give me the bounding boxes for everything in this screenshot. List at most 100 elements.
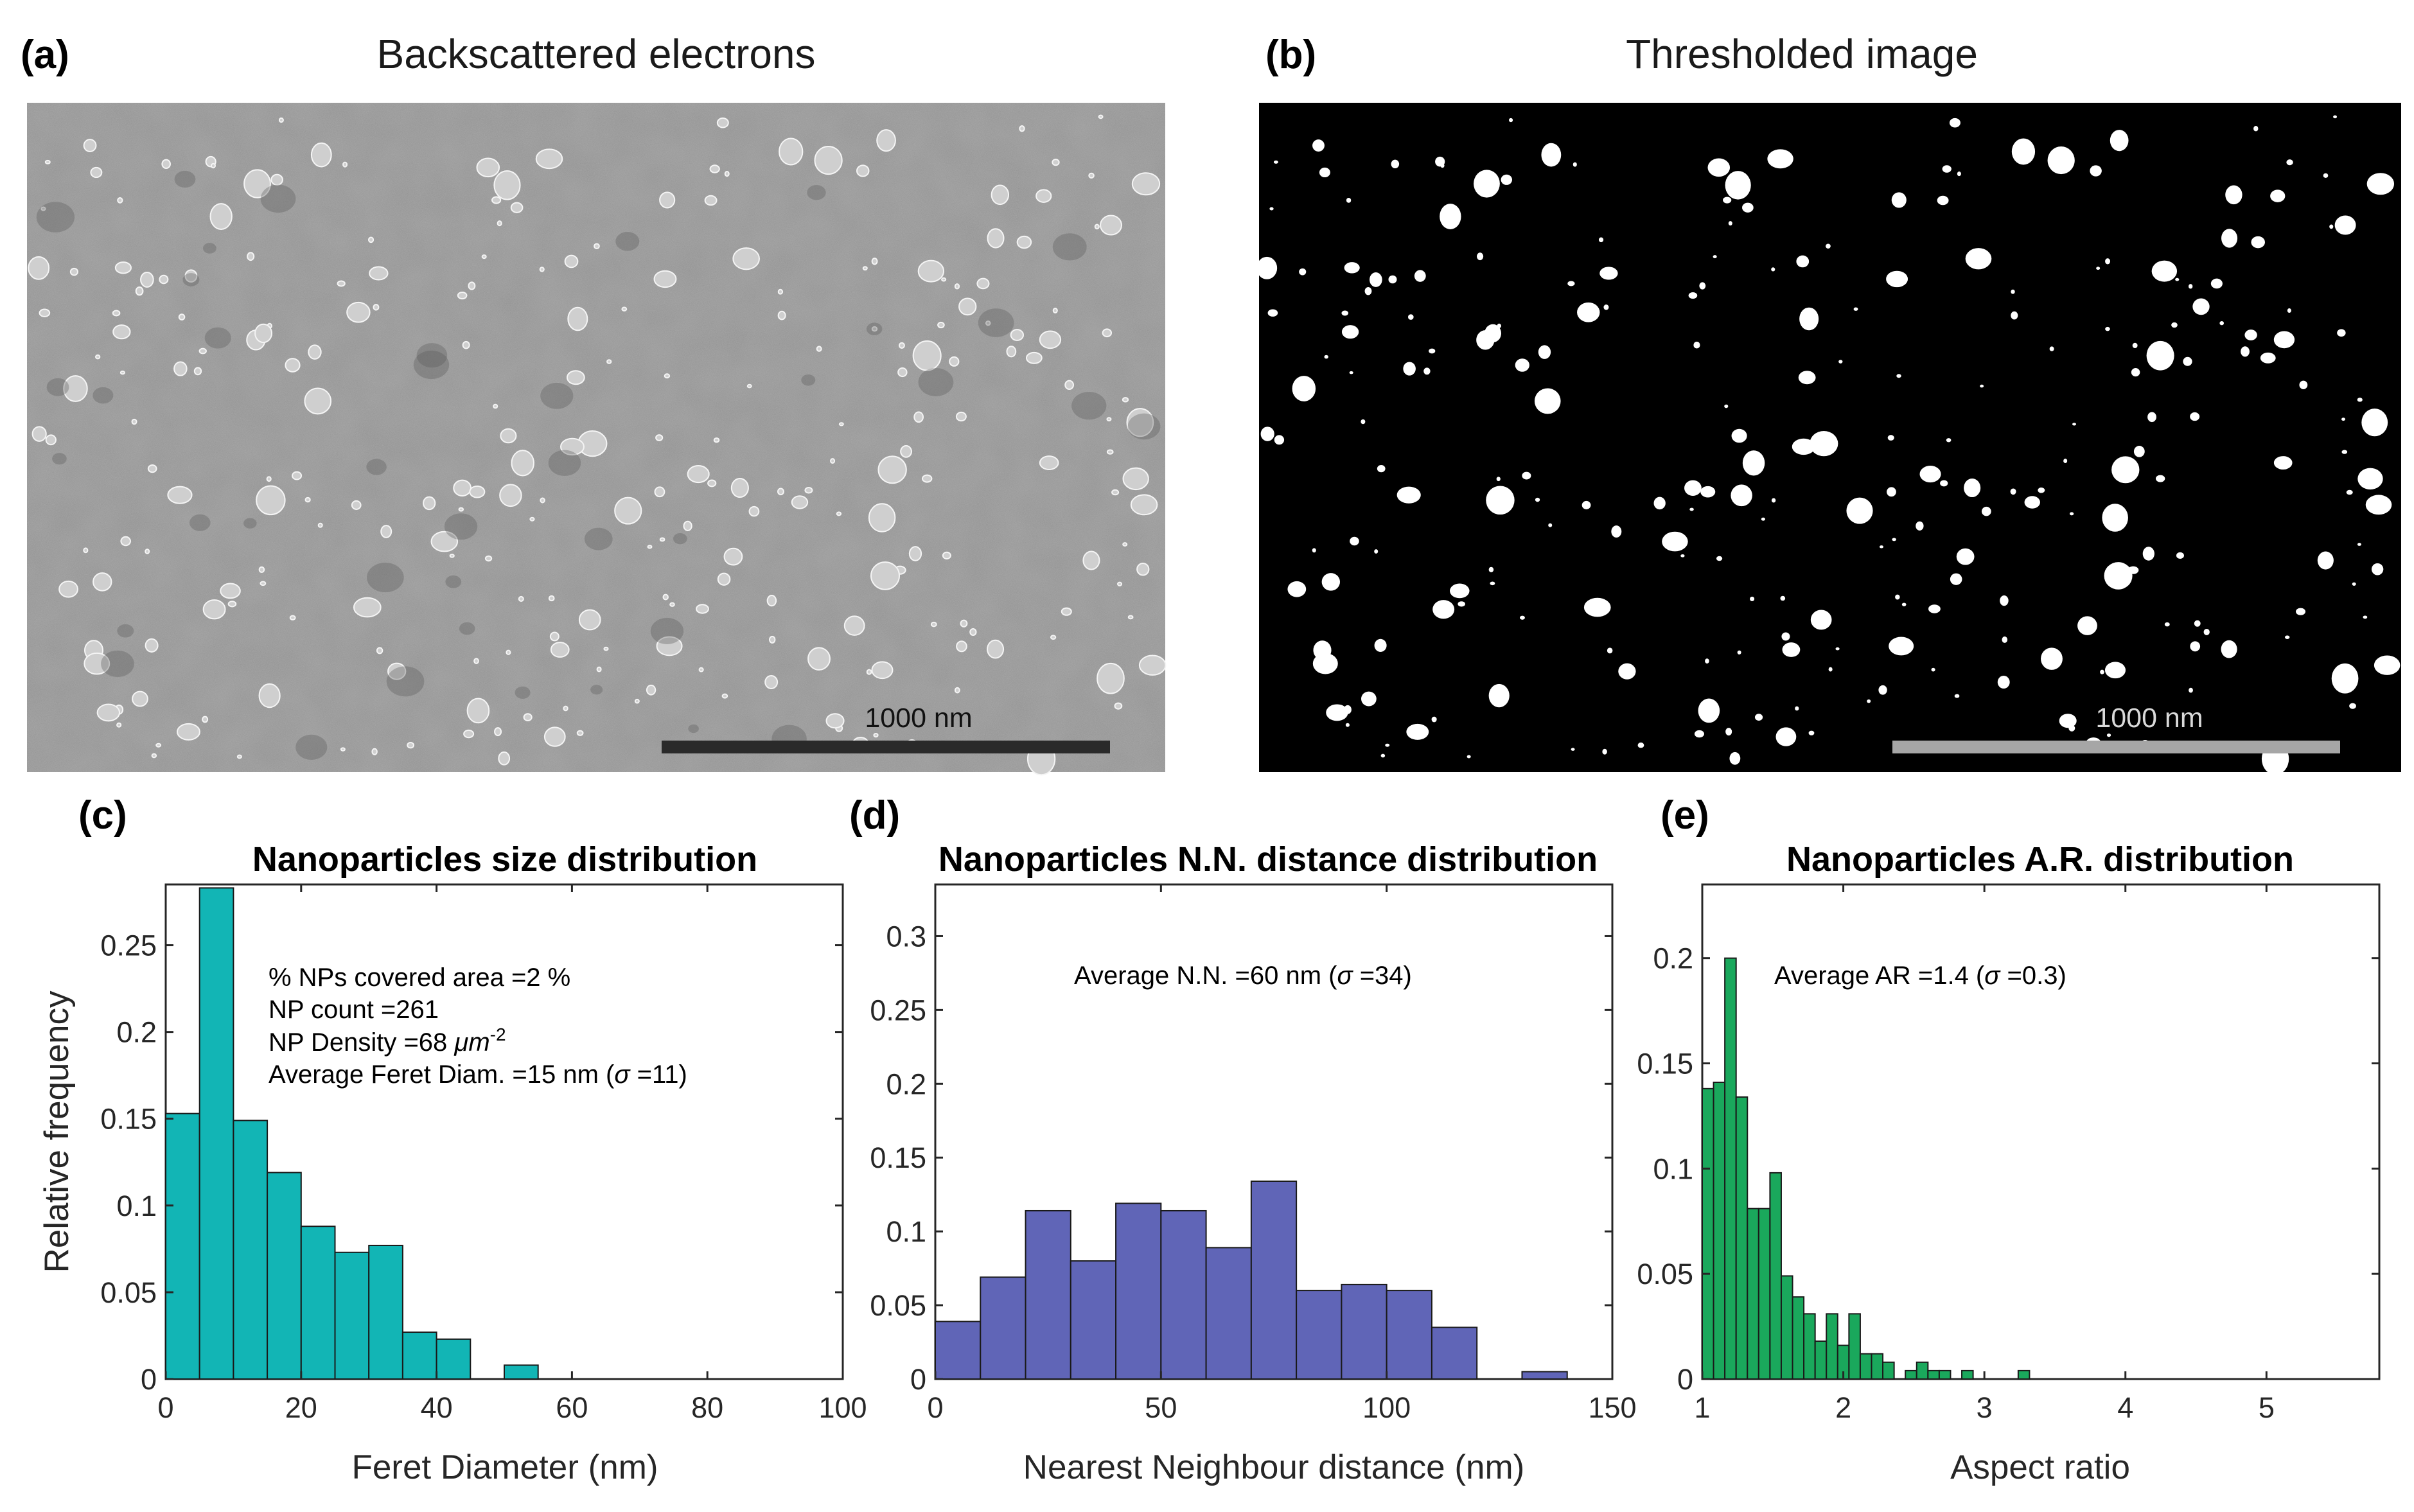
thresholded-particle bbox=[2323, 173, 2329, 178]
panel-b: (b) Thresholded image 1000 nm bbox=[1256, 31, 2401, 775]
sem-particle bbox=[578, 609, 601, 631]
sem-particle bbox=[654, 486, 665, 498]
sem-particle bbox=[937, 321, 945, 329]
chart-c-bar bbox=[300, 1226, 336, 1380]
sem-particle bbox=[506, 649, 511, 655]
sem-dark-spot bbox=[866, 322, 883, 336]
sem-particle bbox=[340, 747, 346, 752]
sem-particle bbox=[198, 347, 207, 355]
panel-a-title: Backscattered electrons bbox=[377, 31, 816, 77]
sem-particle bbox=[155, 743, 162, 748]
sem-particle bbox=[871, 326, 878, 332]
thresholded-particle bbox=[1449, 583, 1470, 599]
sem-particle bbox=[473, 658, 479, 664]
sem-particle bbox=[176, 723, 200, 741]
sem-particle bbox=[468, 281, 476, 290]
sem-particle bbox=[145, 549, 150, 554]
thresholded-particle bbox=[1269, 207, 1274, 211]
thresholded-particle bbox=[1725, 728, 1732, 736]
thresholded-particle bbox=[1501, 174, 1513, 185]
thresholded-particle bbox=[1716, 556, 1723, 561]
thresholded-particle bbox=[1896, 374, 1901, 378]
sem-particle bbox=[499, 484, 522, 507]
chart-e: (e) Nanoparticles A.R. distribution 1 2 3 4… bbox=[1637, 793, 2381, 1486]
chart-e-bar bbox=[1780, 1275, 1793, 1380]
thresholded-particle bbox=[1724, 404, 1729, 409]
chart-d-xtick-label: 50 bbox=[1145, 1391, 1177, 1424]
sem-dark-spot bbox=[93, 387, 114, 404]
sem-particle bbox=[202, 599, 226, 620]
chart-e-bar bbox=[1769, 1172, 1782, 1380]
chart-c-xtick-label: 20 bbox=[285, 1391, 317, 1424]
thresholded-particle bbox=[1931, 667, 1935, 672]
sem-particle bbox=[161, 159, 171, 170]
chart-d-ytick-label: 0.2 bbox=[886, 1068, 926, 1100]
sem-particle bbox=[876, 129, 896, 152]
thresholded-particle bbox=[1796, 255, 1810, 268]
sem-particle bbox=[112, 310, 121, 317]
thresholded-particle bbox=[2096, 267, 2101, 270]
thresholded-particle bbox=[1901, 602, 1907, 606]
sem-particle bbox=[956, 640, 967, 653]
thresholded-particle bbox=[2132, 342, 2138, 349]
thresholded-particle bbox=[2175, 277, 2180, 281]
sem-particle bbox=[518, 595, 524, 602]
sem-particle bbox=[768, 635, 776, 644]
chart-e-bar bbox=[1938, 1369, 1951, 1380]
thresholded-particle bbox=[1477, 252, 1484, 261]
thresholded-particle bbox=[2333, 115, 2338, 119]
chart-c-xtick-label: 60 bbox=[556, 1391, 588, 1424]
thresholded-particle bbox=[1548, 523, 1553, 527]
thresholded-particle bbox=[1370, 272, 1382, 287]
chart-c-bar bbox=[401, 1332, 437, 1380]
chart-d-bar bbox=[1341, 1283, 1388, 1380]
sem-particle bbox=[247, 252, 255, 261]
thresholded-particle bbox=[2049, 346, 2054, 351]
sem-particle bbox=[709, 164, 720, 173]
sem-dark-spot bbox=[182, 273, 200, 286]
thresholded-particle bbox=[1846, 497, 1873, 524]
sem-particle bbox=[256, 485, 286, 516]
chart-c-bars bbox=[165, 887, 539, 1380]
thresholded-particle bbox=[2219, 321, 2224, 326]
sem-dark-spot bbox=[590, 685, 603, 695]
sem-particle bbox=[243, 169, 271, 198]
thresholded-particle bbox=[1810, 431, 1838, 457]
thresholded-particle bbox=[1737, 650, 1741, 655]
sem-particle bbox=[646, 684, 656, 696]
sem-particle bbox=[976, 277, 990, 290]
thresholded-particle bbox=[1878, 685, 1887, 695]
thresholded-particle bbox=[1887, 487, 1896, 497]
chart-c-bar bbox=[267, 1172, 302, 1380]
chart-e-bar bbox=[1871, 1353, 1884, 1380]
thresholded-particle bbox=[1795, 706, 1799, 711]
thresholded-particle bbox=[1509, 118, 1513, 123]
sem-dark-spot bbox=[174, 170, 196, 188]
thresholded-particle bbox=[1377, 465, 1386, 473]
thresholded-particle bbox=[2317, 551, 2334, 570]
thresholded-particle bbox=[1396, 486, 1421, 504]
chart-e-bar bbox=[1927, 1369, 1940, 1380]
thresholded-particle bbox=[2038, 488, 2045, 493]
thresholded-particle bbox=[1326, 704, 1348, 721]
sem-particle bbox=[140, 271, 154, 288]
thresholded-particle bbox=[1942, 165, 1951, 173]
sem-dark-spot bbox=[46, 378, 69, 396]
sem-particle bbox=[871, 661, 894, 680]
sem-dark-spot bbox=[203, 243, 216, 254]
thresholded-particle bbox=[1782, 642, 1801, 657]
sem-particle bbox=[1025, 351, 1043, 364]
sem-particle bbox=[862, 266, 868, 271]
thresholded-particle bbox=[2221, 229, 2238, 248]
chart-d-bars bbox=[935, 1181, 1568, 1380]
thresholded-particle bbox=[2273, 456, 2293, 470]
sem-particle bbox=[713, 437, 720, 443]
thresholded-particle bbox=[2285, 635, 2290, 639]
thresholded-particle bbox=[1754, 714, 1763, 721]
sem-particle bbox=[96, 703, 120, 722]
chart-e-ytick-label: 0 bbox=[1677, 1363, 1693, 1396]
sem-particle bbox=[304, 387, 332, 415]
thresholded-particle bbox=[2171, 322, 2178, 328]
sem-particle bbox=[304, 497, 311, 503]
chart-c-ytick-label: 0.1 bbox=[116, 1190, 157, 1222]
